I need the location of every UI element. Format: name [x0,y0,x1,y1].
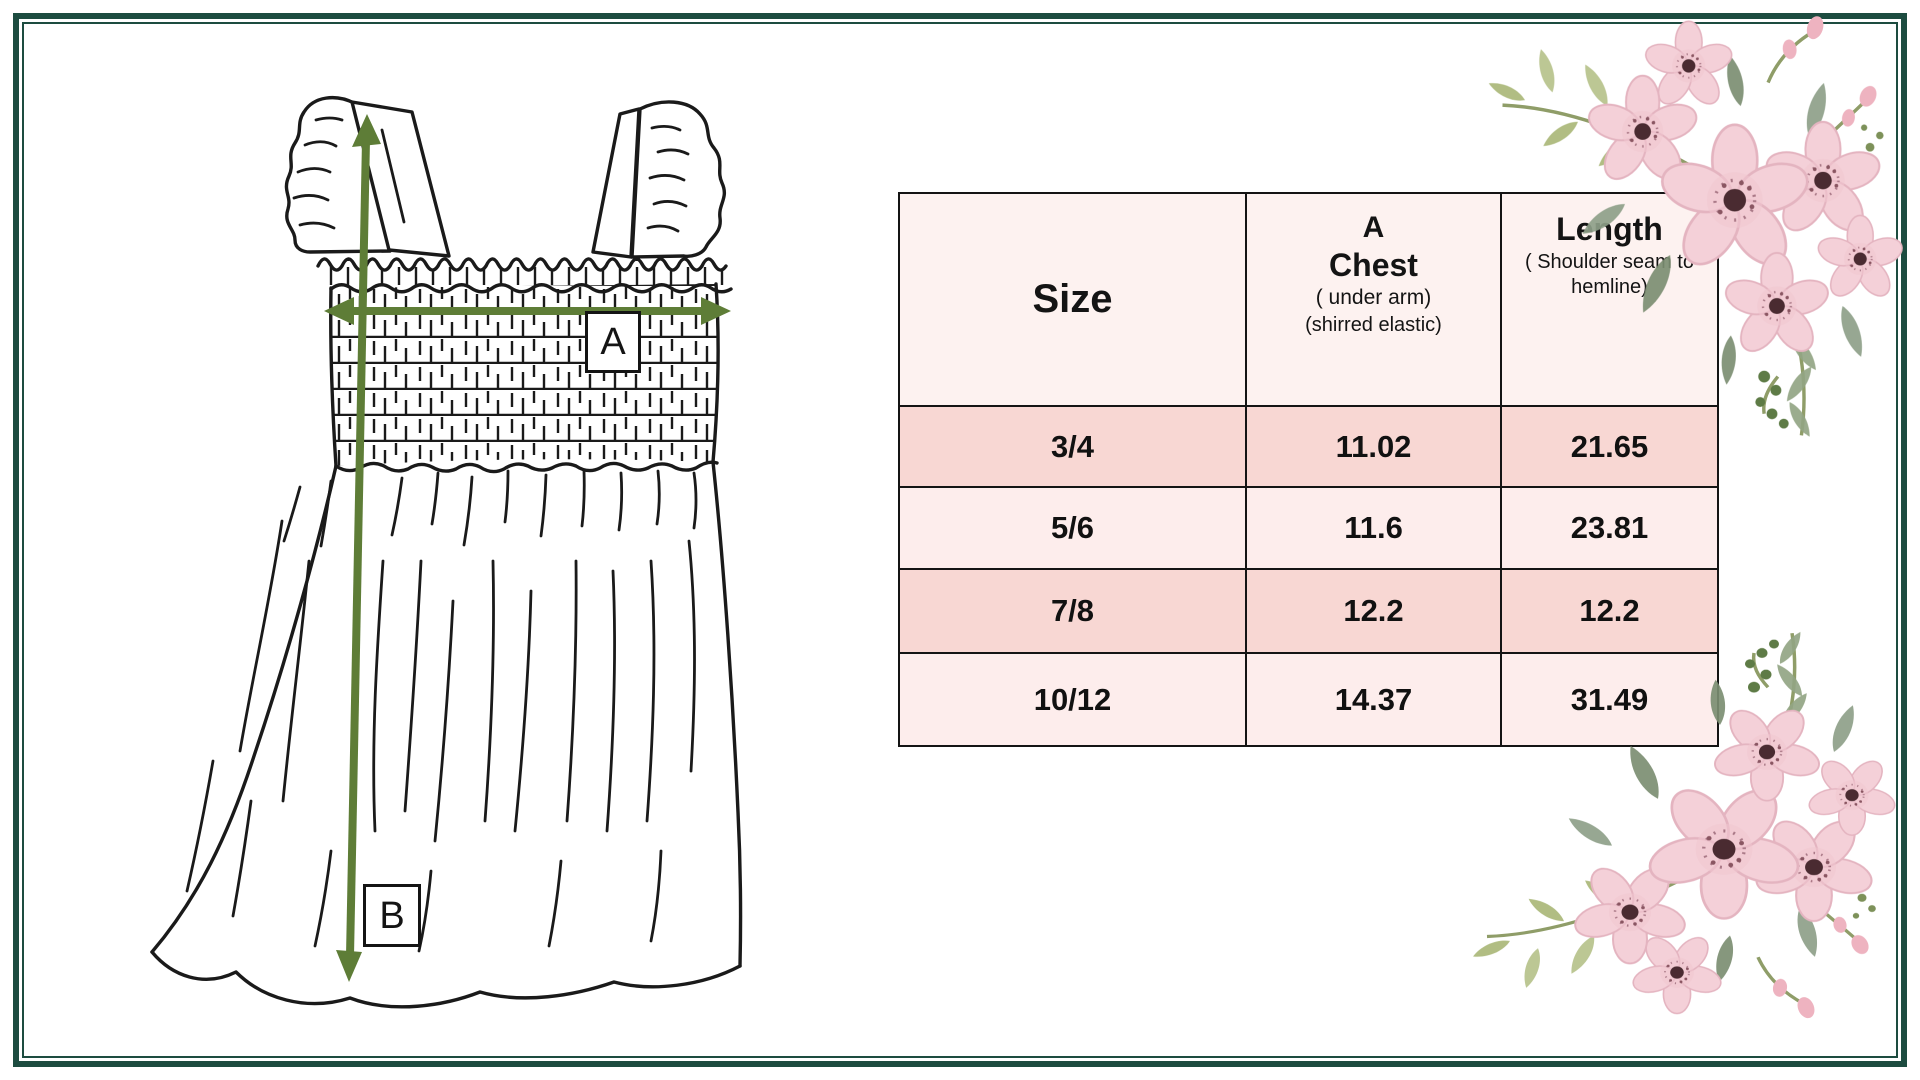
table-header-row: Size A Chest ( under arm) (shirred elast… [898,192,1719,407]
chest-column-header: A Chest ( under arm) (shirred elastic) [1245,192,1502,407]
chest-header-sub2: (shirred elastic) [1305,313,1442,336]
measurement-label-b-text: B [379,894,405,937]
length-value-cell: 21.65 [1500,405,1719,488]
table-row: 5/6 11.6 23.81 [898,486,1719,570]
size-header-label: Size [1032,277,1113,321]
size-chart-table: Size A Chest ( under arm) (shirred elast… [898,192,1719,747]
length-value-cell: 23.81 [1500,486,1719,570]
size-cell: 7/8 [898,568,1247,654]
length-header-sub: ( Shoulder seam to hemline) [1525,251,1694,299]
measurement-label-a-text: A [600,321,626,363]
length-column-header: Length ( Shoulder seam to hemline) [1500,192,1719,407]
size-cell: 5/6 [898,486,1247,570]
chest-value-cell: 14.37 [1245,652,1502,747]
chest-value-cell: 11.6 [1245,486,1502,570]
chest-header-sub1: ( under arm) [1315,286,1432,310]
chest-header-letter: A [1362,211,1385,244]
page-border-frame-inner [22,22,1898,1058]
length-value-cell: 31.49 [1500,652,1719,747]
measurement-label-a: A [585,311,641,373]
length-value-cell: 12.2 [1500,568,1719,654]
measurement-label-b: B [363,884,421,947]
chest-header-label: Chest [1329,247,1418,283]
table-row: 3/4 11.02 21.65 [898,405,1719,488]
chest-value-cell: 12.2 [1245,568,1502,654]
table-row: 7/8 12.2 12.2 [898,568,1719,654]
table-row: 10/12 14.37 31.49 [898,652,1719,747]
chest-value-cell: 11.02 [1245,405,1502,488]
size-cell: 10/12 [898,652,1247,747]
size-cell: 3/4 [898,405,1247,488]
size-column-header: Size [898,192,1247,407]
page-border-frame-outer [13,13,1907,1067]
length-header-label: Length [1556,211,1663,247]
